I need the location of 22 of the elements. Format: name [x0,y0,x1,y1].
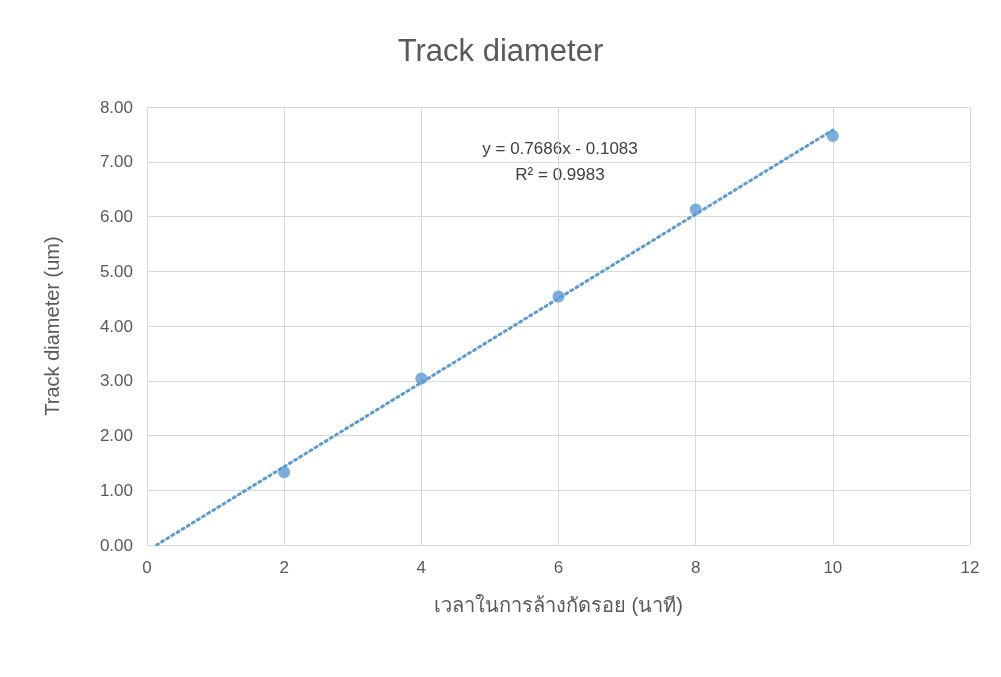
y-axis-title: Track diameter (um) [41,236,63,416]
y-tick-label: 4.00 [99,316,133,336]
x-tick-label: 4 [416,558,427,577]
y-tick-label: 6.00 [99,207,133,226]
y-tick-label: 0.00 [99,535,133,555]
y-tick-label: 2.00 [99,426,133,445]
point [826,130,839,143]
x-tick-label: 2 [279,558,289,577]
x-tick-label: 6 [553,558,564,577]
y-tick-label: 5.00 [99,261,133,281]
x-tick-label: 12 [960,558,980,577]
annotation: R² = 0.9983 [515,165,605,184]
x-tick-label: 10 [823,558,843,577]
chart-title: Track diameter [397,33,604,68]
x-axis-title: เวลาในการล้างกัดรอย (นาที) [434,594,683,616]
y-tick-label: 1.00 [99,480,133,500]
y-tick-label: 7.00 [99,152,133,172]
annotation: y = 0.7686x - 0.1083 [482,139,638,158]
x-tick-label: 8 [690,558,701,577]
x-tick-label: 0 [142,558,152,577]
y-tick-label: 8.00 [99,97,133,117]
y-tick-label: 3.00 [99,371,133,391]
